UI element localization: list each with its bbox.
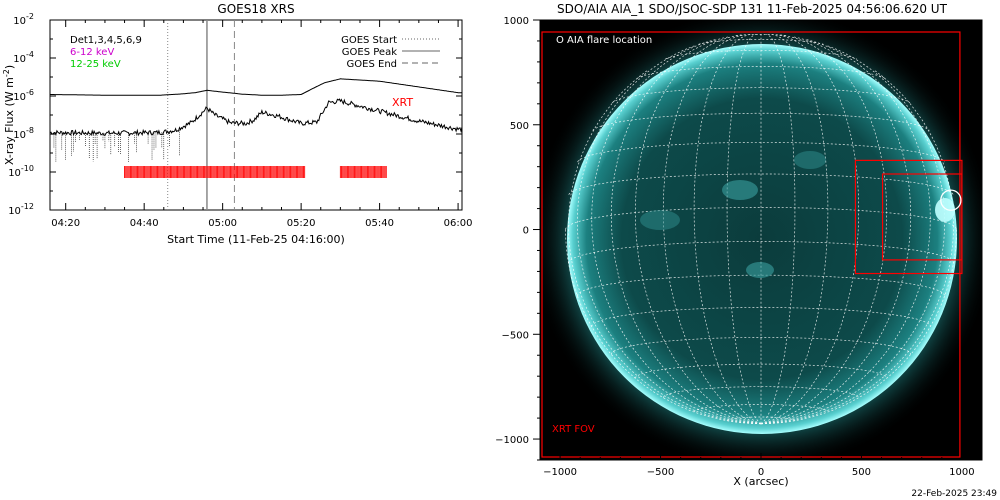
aia-image-chart: SDO/AIA AIA_1 SDO/JSOC-SDP 131 11-Feb-20… (495, 2, 997, 499)
aia-x-axis: −1000 −500 0 500 1000 (539, 453, 983, 478)
grid-line (634, 363, 888, 379)
grid-line (576, 45, 762, 425)
goes-legend-right-item: GOES Peak (342, 47, 397, 58)
goes-y-tick-label: 10-2 (13, 12, 34, 27)
goes-y-tick-label: 10-8 (13, 126, 34, 141)
grid-line (760, 34, 888, 425)
goes-x-tick-label: 06:00 (444, 218, 473, 229)
grid-line (592, 112, 930, 131)
goes-lightcurve-chart: GOES18 XRS 10-2 10-4 10-6 10-8 10-10 10-12 04… (2, 2, 472, 246)
grid-line (760, 69, 954, 425)
grid-line (565, 229, 762, 425)
aia-x-axis-label: X (arcsec) (733, 475, 788, 488)
grid-line (760, 229, 957, 425)
goes-x-tick-label: 05:40 (365, 218, 394, 229)
aia-y-tick-label: −500 (502, 330, 529, 341)
goes-y-tick-label: 10-12 (8, 202, 34, 217)
grid-line (565, 207, 957, 230)
footer-timestamp: 22-Feb-2025 23:49 (911, 489, 997, 499)
grid-line (568, 69, 762, 425)
aia-y-axis: 1000 500 0 −500 −1000 (495, 16, 540, 461)
goes-y-tick-label: 10-4 (13, 50, 34, 65)
active-regions (640, 151, 955, 278)
goes-legend-left-item: 6-12 keV (70, 47, 114, 58)
goes-x-axis: 04:20 04:40 05:00 05:20 05:40 06:00 (51, 20, 472, 229)
aia-y-tick-label: −1000 (495, 435, 529, 446)
grid-line (634, 34, 762, 425)
goes-legend-right-item: GOES Start (341, 35, 397, 46)
aia-x-tick-label: 500 (852, 467, 871, 478)
xrt-fov-boxes (541, 31, 963, 458)
goes-event-lines (167, 20, 235, 210)
goes-y-tick-label: 10-10 (8, 164, 34, 179)
goes-y-tick-label: 10-6 (13, 88, 34, 103)
grid-line (760, 45, 946, 425)
goes-chart-title: GOES18 XRS (217, 2, 294, 16)
aia-chart-title: SDO/AIA AIA_1 SDO/JSOC-SDP 131 11-Feb-20… (557, 2, 948, 16)
flare-location-legend: O AIA flare location (556, 35, 652, 46)
sun-disk (567, 44, 957, 434)
grid-line (610, 36, 762, 425)
goes-x-axis-label: Start Time (11-Feb-25 04:16:00) (167, 233, 345, 246)
goes-y-axis: 10-2 10-4 10-6 10-8 10-10 10-12 (8, 12, 462, 217)
grid-line (693, 404, 829, 413)
aia-x-tick-label: 0 (758, 467, 764, 478)
xrt-pointing-box (881, 173, 963, 261)
aia-y-tick-label: 500 (510, 121, 529, 132)
goes-x-tick-label: 04:40 (130, 218, 159, 229)
goes-series-line (50, 78, 462, 96)
goes-legend-left-item: 12-25 keV (70, 59, 121, 70)
flare-location-circle (940, 189, 962, 211)
aia-y-tick-label: 0 (523, 226, 529, 237)
xrt-fov-label: XRT FOV (552, 424, 595, 435)
goes-x-tick-label: 05:00 (208, 218, 237, 229)
goes-series (49, 78, 463, 163)
goes-legend-left-item: Det1,3,4,5,6,9 (70, 35, 142, 46)
xrt-coverage-marks (124, 166, 387, 178)
grid-line (591, 38, 762, 425)
goes-y-axis-label: X-ray Flux (W m-2) (2, 65, 16, 165)
grid-line (760, 36, 912, 425)
grid-line (577, 141, 945, 163)
aia-y-tick-label: 1000 (504, 16, 529, 27)
aia-x-tick-label: −500 (647, 467, 674, 478)
aia-x-tick-label: −1000 (543, 467, 577, 478)
xrt-label: XRT (392, 96, 413, 109)
xrt-fov-rect (541, 31, 961, 458)
aia-x-tick-label: 1000 (949, 467, 974, 478)
goes-legend-right-item: GOES End (347, 59, 397, 70)
goes-series-line (49, 98, 463, 137)
grid-line (760, 38, 931, 425)
grid-line (610, 337, 912, 355)
grid-line (662, 386, 860, 398)
grid-line (760, 34, 860, 425)
goes-x-tick-label: 05:20 (287, 218, 316, 229)
goes-x-tick-label: 04:20 (51, 218, 80, 229)
